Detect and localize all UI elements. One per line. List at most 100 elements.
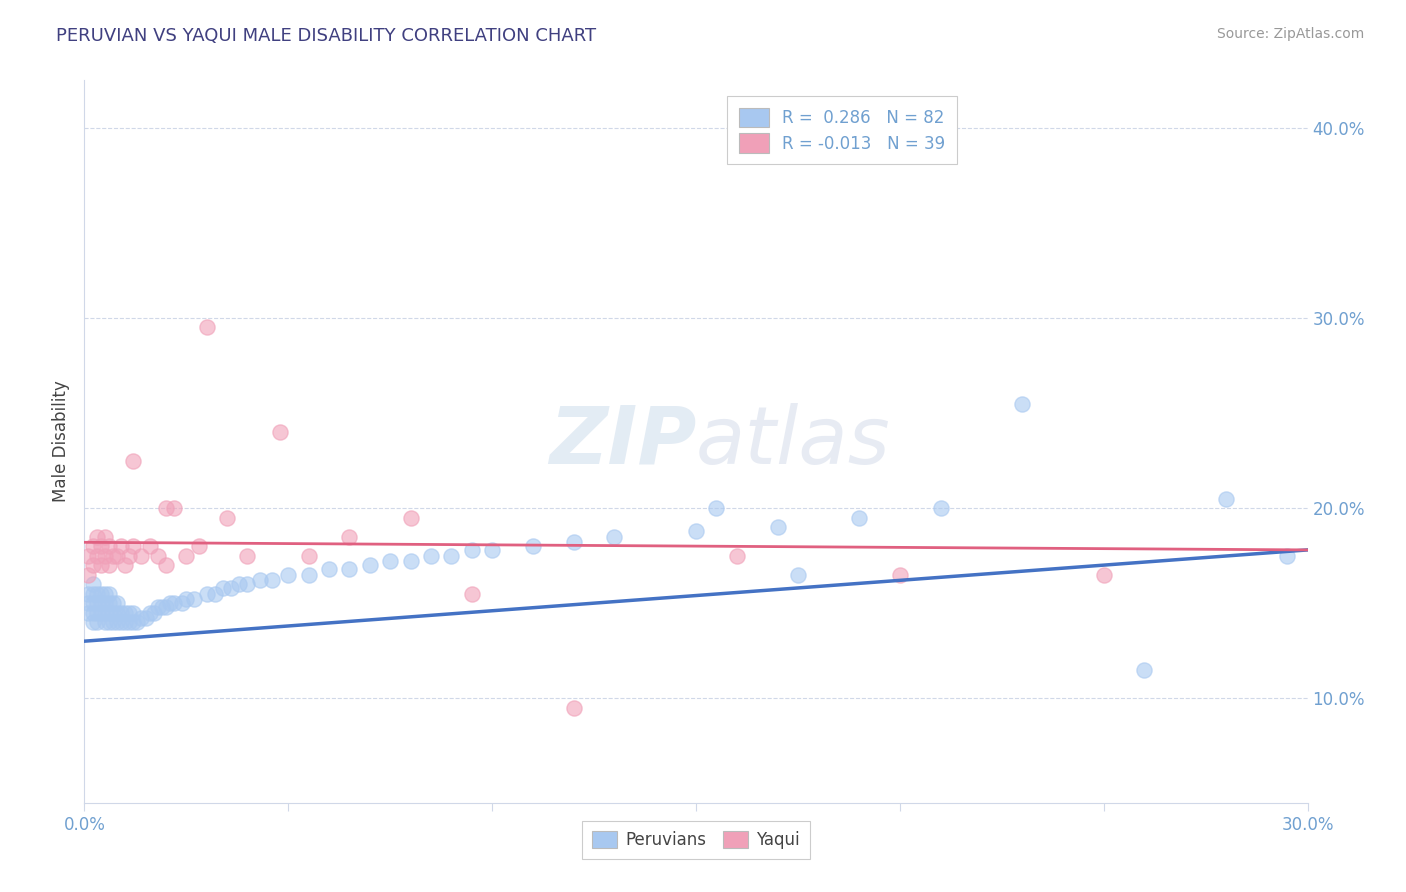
Point: [155, 501, 177, 516]
Point: [86, 549, 108, 563]
Point: [114, 558, 136, 573]
Point: [101, 606, 124, 620]
Point: [77, 606, 100, 620]
Point: [97, 596, 120, 610]
Point: [260, 574, 283, 588]
Point: [97, 558, 120, 573]
Point: [277, 567, 299, 582]
Point: [228, 577, 250, 591]
Point: [97, 606, 120, 620]
Point: [204, 587, 226, 601]
Point: [461, 542, 484, 557]
Point: [97, 539, 120, 553]
Point: [187, 539, 209, 553]
Point: [122, 615, 145, 630]
Point: [163, 501, 186, 516]
Point: [138, 539, 160, 553]
Point: [269, 425, 291, 439]
Point: [155, 599, 177, 614]
Point: [86, 587, 108, 601]
Point: [82, 587, 104, 601]
Point: [90, 539, 112, 553]
Point: [1215, 491, 1237, 506]
Point: [110, 539, 132, 553]
Point: [90, 606, 112, 620]
Point: [1133, 663, 1156, 677]
Point: [77, 587, 100, 601]
Point: [105, 606, 128, 620]
Point: [77, 567, 100, 582]
Point: [195, 587, 218, 601]
Text: PERUVIAN VS YAQUI MALE DISABILITY CORRELATION CHART: PERUVIAN VS YAQUI MALE DISABILITY CORREL…: [56, 27, 596, 45]
Point: [90, 587, 112, 601]
Point: [77, 549, 100, 563]
Point: [562, 700, 585, 714]
Point: [101, 549, 124, 563]
Point: [90, 596, 112, 610]
Point: [118, 615, 141, 630]
Point: [138, 606, 160, 620]
Point: [118, 549, 141, 563]
Point: [159, 596, 181, 610]
Point: [82, 577, 104, 591]
Point: [86, 606, 108, 620]
Point: [114, 606, 136, 620]
Point: [155, 558, 177, 573]
Point: [461, 587, 484, 601]
Point: [97, 615, 120, 630]
Point: [766, 520, 789, 534]
Point: [174, 549, 197, 563]
Point: [562, 535, 585, 549]
Point: [399, 510, 422, 524]
Point: [110, 615, 132, 630]
Y-axis label: Male Disability: Male Disability: [52, 381, 70, 502]
Text: atlas: atlas: [696, 402, 891, 481]
Point: [86, 596, 108, 610]
Point: [298, 549, 321, 563]
Point: [122, 539, 145, 553]
Point: [318, 562, 340, 576]
Point: [97, 587, 120, 601]
Point: [135, 611, 157, 625]
Point: [110, 606, 132, 620]
Point: [122, 606, 145, 620]
Point: [101, 615, 124, 630]
Point: [127, 615, 149, 630]
Point: [787, 567, 810, 582]
Point: [82, 539, 104, 553]
Point: [249, 574, 271, 588]
Point: [131, 549, 153, 563]
Point: [183, 592, 205, 607]
Point: [105, 615, 128, 630]
Point: [399, 554, 422, 568]
Point: [93, 587, 115, 601]
Point: [93, 549, 115, 563]
Point: [298, 567, 321, 582]
Point: [93, 615, 115, 630]
Point: [440, 549, 463, 563]
Point: [131, 611, 153, 625]
Point: [481, 542, 503, 557]
Point: [82, 615, 104, 630]
Point: [101, 596, 124, 610]
Point: [339, 562, 361, 576]
Point: [118, 606, 141, 620]
Point: [1011, 396, 1033, 410]
Point: [212, 581, 235, 595]
Point: [172, 596, 194, 610]
Point: [1277, 549, 1299, 563]
Point: [929, 501, 952, 516]
Point: [195, 320, 218, 334]
Point: [420, 549, 443, 563]
Point: [848, 510, 870, 524]
Point: [93, 606, 115, 620]
Point: [114, 615, 136, 630]
Point: [217, 510, 239, 524]
Point: [889, 567, 911, 582]
Point: [86, 530, 108, 544]
Point: [522, 539, 544, 553]
Point: [150, 599, 173, 614]
Point: [93, 530, 115, 544]
Legend: Peruvians, Yaqui: Peruvians, Yaqui: [582, 822, 810, 860]
Text: ZIP: ZIP: [548, 402, 696, 481]
